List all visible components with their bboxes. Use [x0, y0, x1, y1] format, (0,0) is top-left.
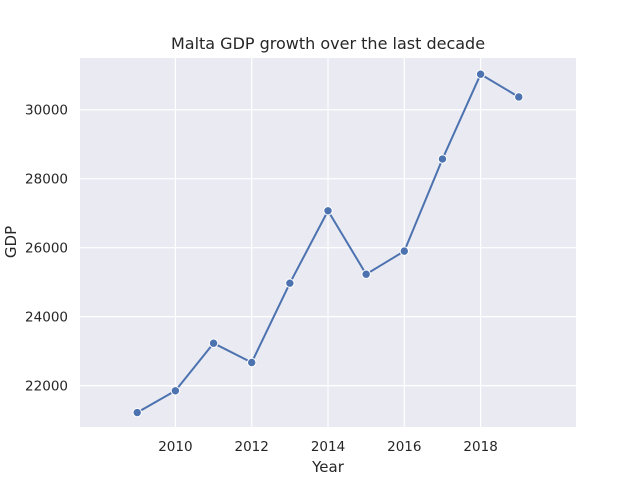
x-tick-label: 2010	[158, 439, 192, 455]
data-point	[361, 269, 371, 279]
y-tick-label: 24000	[25, 310, 68, 326]
data-point	[285, 278, 295, 288]
data-point	[437, 154, 448, 164]
y-tick-label: 28000	[25, 172, 68, 188]
data-point	[399, 246, 410, 256]
x-tick-labels: 2010 2012 2014 2016 2018	[158, 439, 498, 455]
data-point	[170, 386, 181, 396]
data-point	[208, 338, 219, 348]
y-tick-label: 26000	[25, 241, 68, 257]
x-tick-label: 2018	[463, 439, 497, 455]
x-axis-label: Year	[311, 458, 345, 476]
x-tick-label: 2016	[387, 439, 421, 455]
data-point	[246, 357, 257, 368]
y-gridlines	[80, 109, 576, 387]
x-tick-label: 2014	[311, 439, 345, 455]
data-point	[132, 407, 142, 418]
y-tick-label: 30000	[25, 103, 68, 119]
y-tick-label: 22000	[25, 379, 68, 395]
data-point	[514, 92, 524, 102]
series-group	[132, 69, 524, 418]
y-tick-labels: 22000 24000 26000 28000 30000	[25, 103, 68, 395]
data-point	[475, 69, 486, 79]
x-tick-label: 2012	[235, 439, 269, 455]
chart-title: Malta GDP growth over the last decade	[171, 34, 485, 53]
data-point	[323, 206, 333, 216]
y-axis-label: GDP	[2, 226, 20, 258]
